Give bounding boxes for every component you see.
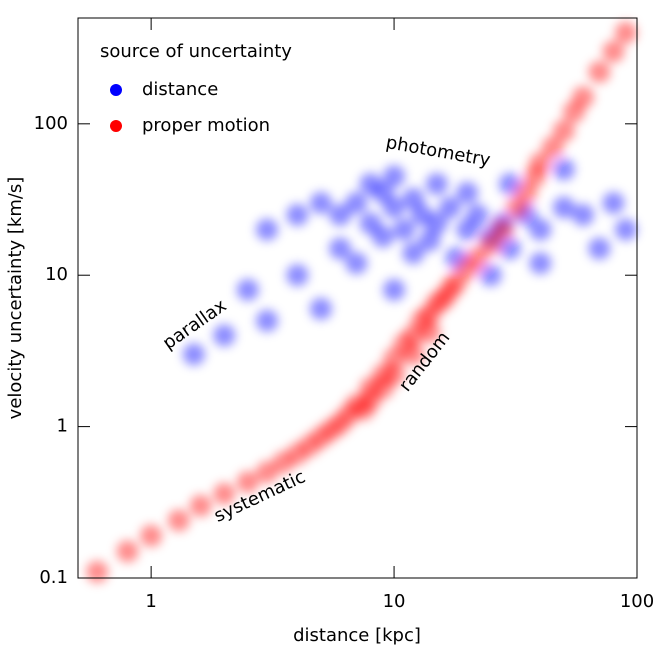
x-tick-label: 10 <box>383 591 406 612</box>
point <box>309 297 332 320</box>
point <box>236 471 259 494</box>
point <box>345 191 368 214</box>
point <box>286 264 309 287</box>
legend-label: proper motion <box>142 115 270 136</box>
point <box>552 158 575 181</box>
point <box>552 119 575 142</box>
annotation: photometry <box>384 132 492 171</box>
point <box>256 218 279 241</box>
point <box>479 264 502 287</box>
point <box>541 136 564 159</box>
point <box>529 252 552 275</box>
point <box>479 233 502 256</box>
point <box>140 524 163 547</box>
point <box>189 494 212 517</box>
point <box>418 321 441 344</box>
plot-frame <box>77 17 638 579</box>
point-clouds <box>86 21 637 583</box>
point <box>402 187 425 210</box>
x-axis-label: distance [kpc] <box>293 625 421 646</box>
point <box>466 246 489 269</box>
point <box>602 191 625 214</box>
point <box>602 40 625 63</box>
point <box>345 252 368 275</box>
point <box>383 278 406 301</box>
legend-marker <box>110 120 122 132</box>
point <box>256 309 279 332</box>
point <box>182 343 205 366</box>
y-tick-label: 10 <box>45 264 68 285</box>
x-tick-label: 1 <box>145 591 156 612</box>
point <box>572 203 595 226</box>
point <box>371 225 394 248</box>
point <box>256 461 279 484</box>
point <box>213 482 236 505</box>
point <box>614 218 637 241</box>
point <box>418 229 441 252</box>
point <box>86 560 109 583</box>
y-tick-label: 1 <box>57 416 68 437</box>
point <box>498 237 521 260</box>
point <box>425 173 448 196</box>
point <box>309 191 332 214</box>
point <box>236 278 259 301</box>
point <box>329 237 352 260</box>
y-tick-label: 0.1 <box>39 567 68 588</box>
x-tick-label: 100 <box>620 591 654 612</box>
point <box>456 181 479 204</box>
point <box>439 196 462 219</box>
point <box>529 152 552 175</box>
point <box>116 540 139 563</box>
point <box>466 203 489 226</box>
point <box>329 203 352 226</box>
point <box>614 21 637 44</box>
point <box>286 203 309 226</box>
point <box>359 173 382 196</box>
point <box>552 196 575 219</box>
point <box>425 212 448 235</box>
legend-label: distance <box>142 79 218 100</box>
point <box>529 218 552 241</box>
y-axis-label: velocity uncertainty [km/s] <box>5 177 26 420</box>
point <box>383 165 406 188</box>
point <box>167 509 190 532</box>
point <box>572 86 595 109</box>
legend-title: source of uncertainty <box>100 41 292 62</box>
point <box>588 60 611 83</box>
point <box>402 242 425 265</box>
point <box>402 343 425 366</box>
point <box>515 181 538 204</box>
point <box>393 218 416 241</box>
point <box>383 363 406 386</box>
point <box>383 196 406 219</box>
point <box>213 324 236 347</box>
point <box>491 218 514 241</box>
legend-marker <box>110 84 122 96</box>
y-tick-label: 100 <box>34 113 68 134</box>
point <box>498 173 521 196</box>
point <box>588 237 611 260</box>
